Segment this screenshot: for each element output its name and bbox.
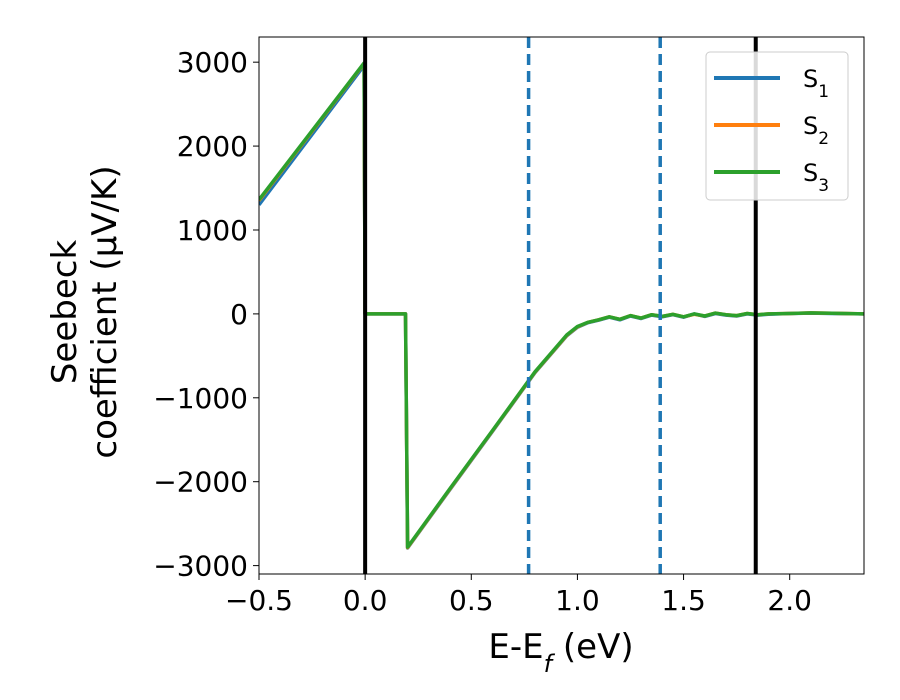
- x-axis-label: E-Ef (eV): [488, 627, 633, 678]
- x-tick-label: 1.0: [555, 584, 600, 617]
- y-axis-label-line1: Seebeck: [45, 240, 85, 385]
- legend: S1 S2 S3: [705, 51, 849, 201]
- plot-frame: [258, 36, 865, 575]
- y-tick-label: 3000: [177, 46, 248, 79]
- y-tick-label: 1000: [177, 214, 248, 247]
- y-tick-label: 2000: [177, 130, 248, 163]
- x-axis-label-main: E-E: [488, 627, 543, 667]
- x-tick-label: 2.0: [767, 584, 812, 617]
- x-tick-label: −0.5: [225, 584, 293, 617]
- x-axis-label-unit: (eV): [552, 627, 634, 667]
- legend-label-s1: S1: [803, 65, 829, 102]
- legend-label-s3: S3: [803, 159, 829, 196]
- y-tick-label: −1000: [153, 382, 248, 415]
- x-tick-label: 1.5: [661, 584, 706, 617]
- lines-layer: [259, 37, 864, 574]
- legend-label-s2: S2: [803, 112, 829, 149]
- y-axis-label-line2: coefficient (μV/K): [85, 165, 125, 458]
- x-tick-label: 0.5: [449, 584, 494, 617]
- y-tick-label: 0: [230, 298, 248, 331]
- y-tick-label: −2000: [153, 466, 248, 499]
- y-tick-label: −3000: [153, 550, 248, 583]
- ticks-layer: −0.5 0.0 0.5 1.0 1.5 2.0 −3000 −2000 −1000 0 1000 2…: [153, 46, 812, 617]
- x-tick-label: 0.0: [343, 584, 388, 617]
